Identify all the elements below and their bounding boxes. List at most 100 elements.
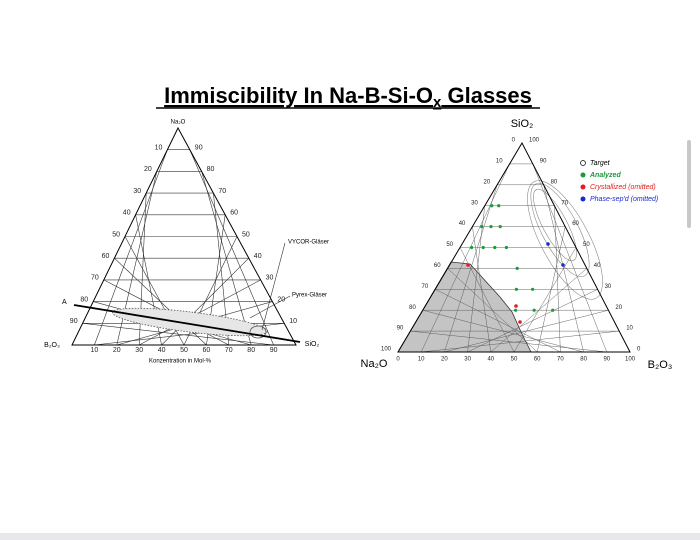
tick-label: 40 xyxy=(158,347,166,354)
vertex-label: Na₂O xyxy=(171,120,186,126)
tick-label: 0 xyxy=(396,357,400,363)
tick-label: 100 xyxy=(381,347,392,353)
tick-label: 60 xyxy=(434,263,441,269)
grid-line xyxy=(532,163,608,353)
phase-separated-point xyxy=(546,242,550,246)
tick-label: 30 xyxy=(135,347,143,354)
tick-label: 40 xyxy=(487,357,494,363)
tick-label: 50 xyxy=(112,231,120,238)
analyzed-point xyxy=(480,225,484,229)
tick-label: 50 xyxy=(446,242,453,248)
tick-label: 40 xyxy=(123,210,131,217)
tick-label: 50 xyxy=(180,347,188,354)
title-main: Immiscibility In Na-B-Si-O xyxy=(164,83,433,108)
tick-label: 20 xyxy=(441,357,448,363)
legend-label: Target xyxy=(590,160,611,167)
pyrex-pointer xyxy=(249,295,291,319)
tick-label: 10 xyxy=(155,145,163,152)
legend-marker xyxy=(580,196,586,202)
bottom-band xyxy=(0,533,700,540)
phase-separated-point xyxy=(561,263,565,267)
annotation: Pyrex-Gläser xyxy=(292,293,327,299)
crystallized-point xyxy=(518,320,522,324)
tick-label: 20 xyxy=(113,347,121,354)
tick-label: 40 xyxy=(459,221,466,227)
tick-label: 100 xyxy=(529,138,540,144)
analyzed-point xyxy=(497,204,501,208)
tick-label: 30 xyxy=(266,275,274,282)
tick-label: 50 xyxy=(511,357,518,363)
grid-line xyxy=(444,184,498,353)
tick-label: 70 xyxy=(225,347,233,354)
tick-label: 40 xyxy=(254,253,262,260)
tick-label: 60 xyxy=(102,253,110,260)
tick-label: 80 xyxy=(247,347,255,354)
analyzed-point xyxy=(490,204,494,208)
axis-caption: Konzentration in Mol-% xyxy=(149,359,212,365)
tick-label: 60 xyxy=(534,357,541,363)
analyzed-point xyxy=(515,266,519,270)
contour xyxy=(527,180,603,300)
tick-label: 50 xyxy=(242,231,250,238)
tick-label: 70 xyxy=(91,275,99,282)
tick-label: 10 xyxy=(418,357,425,363)
tick-label: 10 xyxy=(289,318,297,325)
vycor-pointer xyxy=(261,242,286,331)
legend-label: Crystallized (omitted) xyxy=(590,184,656,191)
crystallized-point xyxy=(466,263,470,267)
tick-label: 100 xyxy=(625,357,636,363)
grid-line xyxy=(554,205,561,353)
tick-label: 80 xyxy=(580,357,587,363)
tick-label: 70 xyxy=(218,188,226,195)
vertex-label: B₂O₃ xyxy=(648,359,673,371)
analyzed-point xyxy=(532,308,536,312)
vertex-label: B₂O₃ xyxy=(44,342,60,349)
grid-line xyxy=(543,184,584,353)
legend-marker xyxy=(580,172,586,178)
analyzed-point xyxy=(470,245,474,250)
tick-label: 0 xyxy=(637,347,641,353)
tick-label: 60 xyxy=(572,221,579,227)
tick-label: 20 xyxy=(144,166,152,173)
contour xyxy=(530,183,590,277)
annotation: A xyxy=(62,299,67,306)
grid-line xyxy=(420,163,510,353)
analyzed-point xyxy=(489,225,493,229)
tick-label: 30 xyxy=(133,188,141,195)
legend-label: Analyzed xyxy=(589,172,621,179)
tick-label: 50 xyxy=(583,242,590,248)
analyzed-point xyxy=(514,308,518,312)
tick-label: 70 xyxy=(561,200,568,206)
vertex-label: SiO₂ xyxy=(511,118,534,130)
grid-line xyxy=(94,149,168,346)
tick-label: 90 xyxy=(540,158,547,164)
tick-label: 70 xyxy=(557,357,564,363)
tick-label: 10 xyxy=(91,347,99,354)
tick-label: 80 xyxy=(80,296,88,303)
tick-label: 20 xyxy=(615,305,622,311)
analyzed-point xyxy=(498,225,502,229)
vertex-label: Na₂O xyxy=(361,358,388,370)
vycor-region xyxy=(249,325,267,339)
title-end: Glasses xyxy=(441,83,532,108)
analyzed-point xyxy=(514,287,519,291)
left-diagram: Na₂O B₂O₃ SiO₂ Konzentration in Mol-% VY… xyxy=(44,120,329,365)
tick-label: 10 xyxy=(496,158,503,164)
tick-label: 90 xyxy=(195,145,203,152)
scrollbar[interactable] xyxy=(687,140,691,228)
tick-label: 90 xyxy=(70,318,78,325)
analyzed-point xyxy=(504,245,508,250)
tick-label: 70 xyxy=(422,284,429,290)
triangle-outline xyxy=(397,141,631,353)
tick-label: 10 xyxy=(626,326,633,332)
title-subscript: x xyxy=(433,94,442,111)
tick-label: 90 xyxy=(270,347,278,354)
tick-label: 30 xyxy=(605,284,612,290)
tick-label: 90 xyxy=(603,357,610,363)
contours xyxy=(527,180,603,300)
analyzed-point xyxy=(551,308,555,312)
tick-label: 80 xyxy=(409,305,416,311)
tick-label: 60 xyxy=(230,210,238,217)
grid-line xyxy=(201,171,252,346)
